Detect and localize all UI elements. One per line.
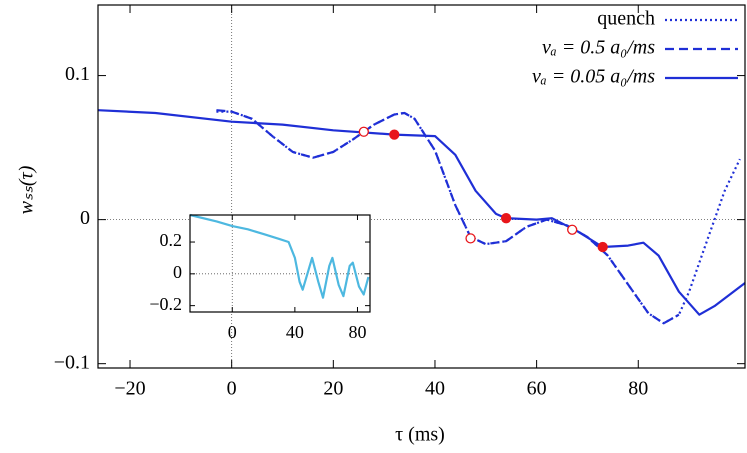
plot-background <box>190 215 370 312</box>
y-tick-label: 0.2 <box>160 230 183 250</box>
y-tick-label: 0 <box>173 262 182 282</box>
data-point <box>358 126 369 137</box>
x-axis-label: τ (ms) <box>395 424 445 446</box>
legend-label: vₐ = 0.5 a₀/ms <box>542 37 655 59</box>
legend-label: quench <box>597 8 655 30</box>
series-line <box>97 109 746 316</box>
plot-frame <box>97 4 746 369</box>
y-tick-label: 0 <box>80 207 90 229</box>
y-tick-label: 0.1 <box>65 63 90 85</box>
x-tick-label: 40 <box>425 378 445 400</box>
series-line <box>189 213 370 299</box>
x-tick-label: 0 <box>228 322 237 342</box>
plot-frame <box>189 214 371 313</box>
legend-label: vₐ = 0.05 a₀/ms <box>532 66 655 88</box>
x-tick-label: 60 <box>527 378 547 400</box>
data-point <box>389 129 400 140</box>
x-tick-label: −20 <box>114 378 145 400</box>
x-tick-label: 80 <box>348 322 366 342</box>
data-point <box>597 241 608 253</box>
y-tick-label: −0.2 <box>149 294 182 314</box>
series-line <box>216 109 680 325</box>
x-tick-label: 40 <box>286 322 304 342</box>
y-tick-label: −0.1 <box>54 351 90 373</box>
y-axis-label: wₛₛ(τ) <box>16 165 38 214</box>
data-point <box>567 224 578 235</box>
data-point <box>465 233 476 244</box>
x-tick-label: 0 <box>227 378 237 400</box>
data-point <box>500 213 512 224</box>
x-tick-label: 80 <box>628 378 648 400</box>
x-tick-label: 20 <box>323 378 343 400</box>
